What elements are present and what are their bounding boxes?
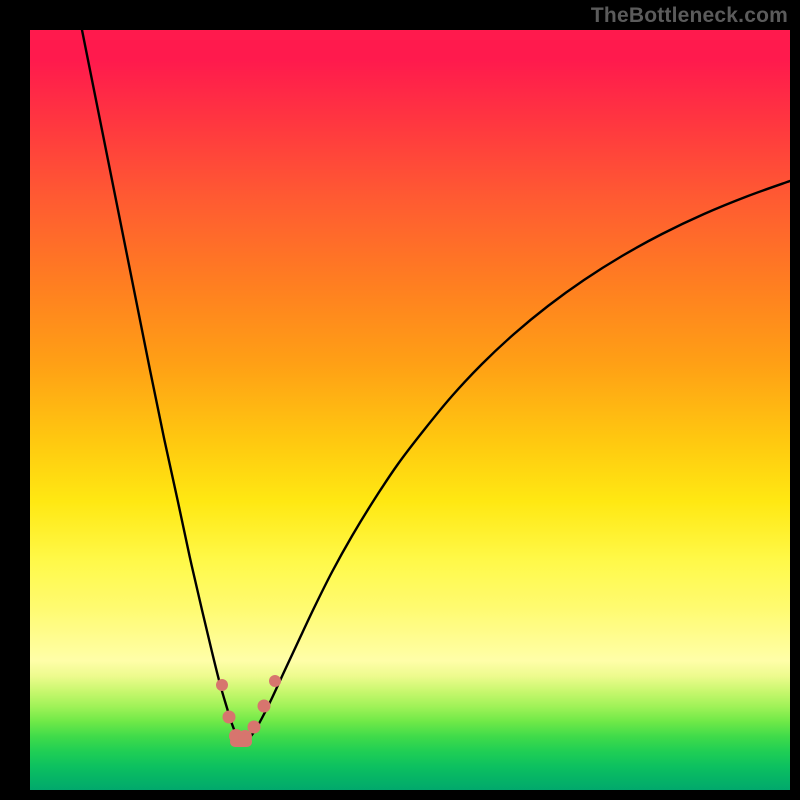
trough-dot bbox=[223, 711, 236, 724]
v-curve bbox=[82, 30, 790, 741]
chart-frame: TheBottleneck.com bbox=[0, 0, 800, 800]
trough-dot bbox=[269, 675, 281, 687]
curve-layer bbox=[30, 30, 790, 790]
trough-dot bbox=[216, 679, 228, 691]
plot-area bbox=[30, 30, 790, 790]
trough-dot bbox=[248, 721, 261, 734]
trough-marks bbox=[216, 675, 281, 747]
watermark-text: TheBottleneck.com bbox=[591, 4, 788, 28]
trough-dot bbox=[238, 730, 252, 744]
trough-dot bbox=[258, 700, 271, 713]
